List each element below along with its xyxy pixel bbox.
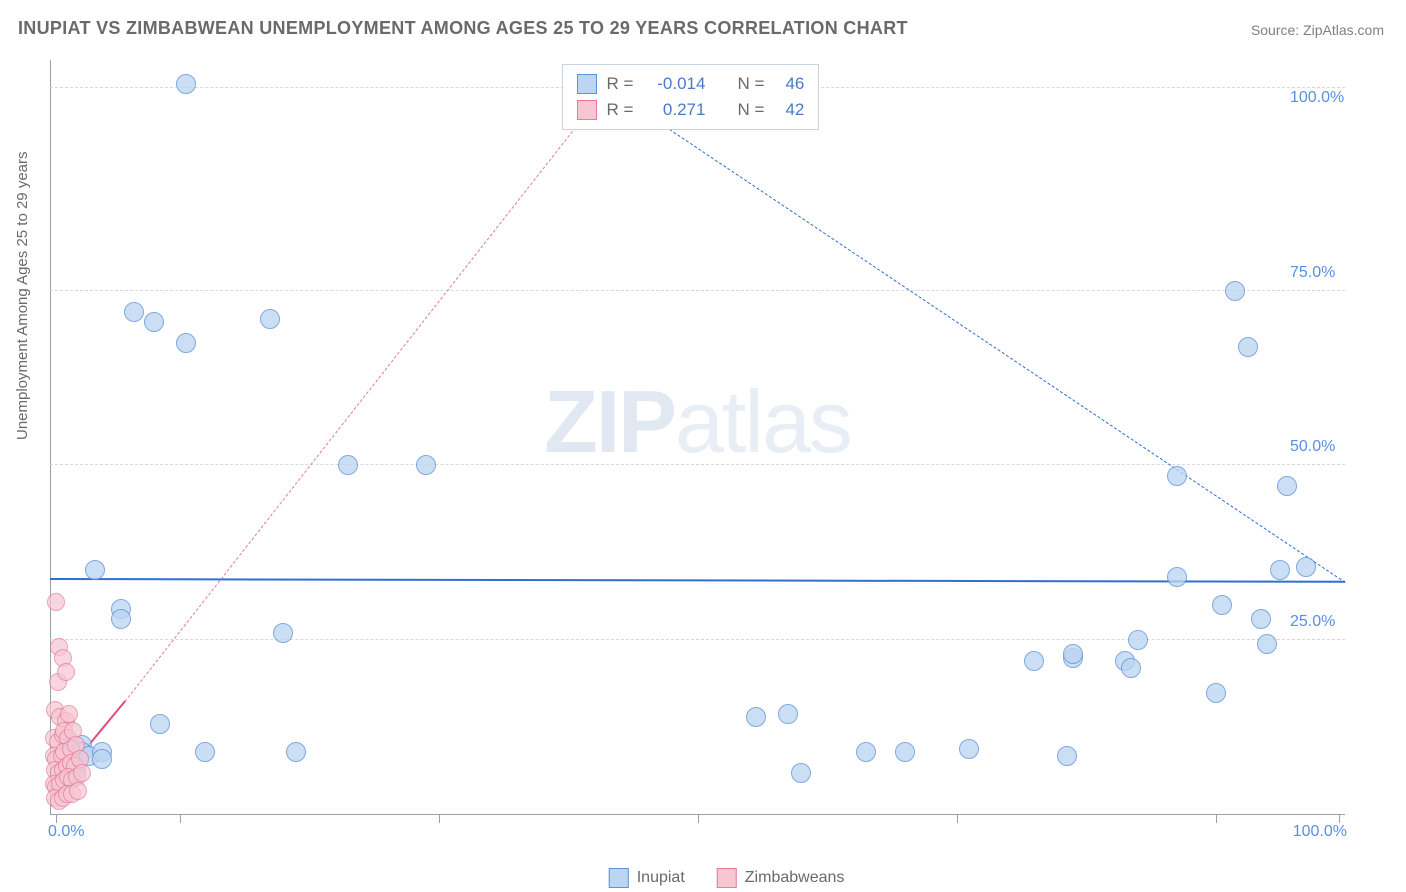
n-label: N = — [737, 97, 764, 123]
data-point — [1057, 746, 1077, 766]
data-point — [176, 333, 196, 353]
data-point — [778, 704, 798, 724]
data-point — [195, 742, 215, 762]
watermark-zip: ZIP — [544, 372, 675, 471]
chart-title: INUPIAT VS ZIMBABWEAN UNEMPLOYMENT AMONG… — [18, 18, 908, 39]
trend-line-extension — [125, 87, 608, 701]
x-tick — [180, 815, 181, 823]
r-value: 0.271 — [643, 97, 705, 123]
y-tick-label: 100.0% — [1290, 89, 1344, 107]
data-point — [1238, 337, 1258, 357]
data-point — [69, 782, 87, 800]
data-point — [144, 312, 164, 332]
legend-swatch — [717, 868, 737, 888]
data-point — [85, 560, 105, 580]
scatter-plot-area: ZIPatlas 25.0%50.0%75.0%100.0%0.0%100.0%… — [50, 60, 1345, 815]
series-legend-label: Zimbabweans — [745, 869, 845, 887]
trend-line-extension — [607, 87, 1346, 583]
data-point — [1225, 281, 1245, 301]
y-tick-label: 50.0% — [1290, 438, 1335, 456]
y-tick-label: 75.0% — [1290, 264, 1335, 282]
data-point — [1128, 630, 1148, 650]
correlation-legend: R = -0.014 N = 46 R = 0.271 N = 42 — [562, 64, 820, 130]
x-tick — [439, 815, 440, 823]
data-point — [1121, 658, 1141, 678]
data-point — [124, 302, 144, 322]
n-value: 46 — [774, 71, 804, 97]
data-point — [1167, 466, 1187, 486]
legend-swatch — [577, 74, 597, 94]
gridline-h — [50, 464, 1345, 465]
x-tick-label: 100.0% — [1293, 823, 1347, 841]
y-tick-label: 25.0% — [1290, 613, 1335, 631]
data-point — [895, 742, 915, 762]
x-tick — [1216, 815, 1217, 823]
data-point — [1024, 651, 1044, 671]
data-point — [856, 742, 876, 762]
data-point — [1063, 644, 1083, 664]
data-point — [1167, 567, 1187, 587]
x-tick-label: 0.0% — [48, 823, 84, 841]
y-axis-title: Unemployment Among Ages 25 to 29 years — [14, 151, 31, 440]
n-label: N = — [737, 71, 764, 97]
data-point — [176, 74, 196, 94]
data-point — [73, 764, 91, 782]
trend-line — [50, 578, 1345, 583]
gridline-h — [50, 290, 1345, 291]
data-point — [47, 593, 65, 611]
data-point — [111, 609, 131, 629]
data-point — [746, 707, 766, 727]
data-point — [273, 623, 293, 643]
series-legend-item: Zimbabweans — [717, 868, 845, 888]
data-point — [1277, 476, 1297, 496]
data-point — [57, 663, 75, 681]
r-value: -0.014 — [643, 71, 705, 97]
x-tick — [698, 815, 699, 823]
data-point — [338, 455, 358, 475]
data-point — [1251, 609, 1271, 629]
watermark-atlas: atlas — [675, 372, 851, 471]
x-tick — [1339, 815, 1340, 823]
data-point — [150, 714, 170, 734]
x-tick — [56, 815, 57, 823]
data-point — [1270, 560, 1290, 580]
data-point — [286, 742, 306, 762]
r-label: R = — [607, 71, 634, 97]
data-point — [1206, 683, 1226, 703]
correlation-legend-row: R = 0.271 N = 42 — [577, 97, 805, 123]
watermark: ZIPatlas — [544, 371, 851, 473]
data-point — [416, 455, 436, 475]
series-legend: Inupiat Zimbabweans — [609, 868, 845, 888]
series-legend-item: Inupiat — [609, 868, 685, 888]
data-point — [60, 705, 78, 723]
data-point — [1257, 634, 1277, 654]
data-point — [1212, 595, 1232, 615]
data-point — [791, 763, 811, 783]
data-point — [959, 739, 979, 759]
r-label: R = — [607, 97, 634, 123]
legend-swatch — [577, 100, 597, 120]
correlation-legend-row: R = -0.014 N = 46 — [577, 71, 805, 97]
x-tick — [957, 815, 958, 823]
data-point — [1296, 557, 1316, 577]
data-point — [92, 749, 112, 769]
series-legend-label: Inupiat — [637, 869, 685, 887]
source-attribution: Source: ZipAtlas.com — [1251, 22, 1384, 38]
gridline-h — [50, 639, 1345, 640]
data-point — [260, 309, 280, 329]
legend-swatch — [609, 868, 629, 888]
n-value: 42 — [774, 97, 804, 123]
